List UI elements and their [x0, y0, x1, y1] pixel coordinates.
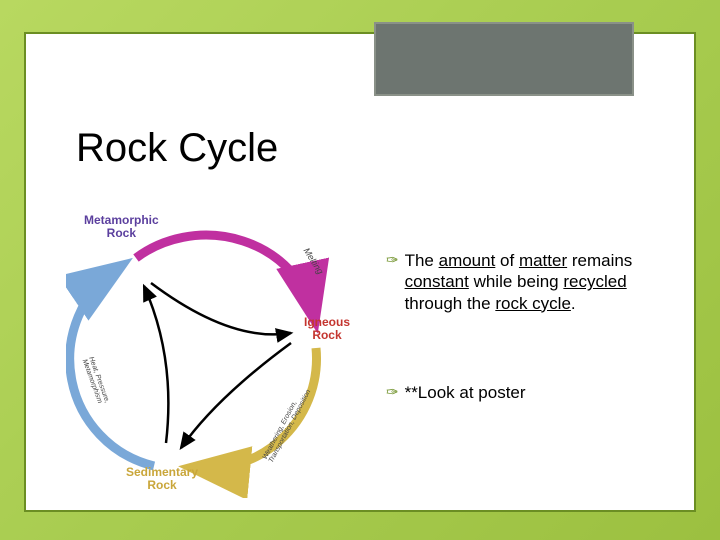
node-igneous: IgneousRock — [304, 316, 350, 342]
slide-title: Rock Cycle — [76, 126, 278, 171]
bullet-item-1: ✑ The amount of matter remains constant … — [386, 250, 676, 314]
bullet-text-2: **Look at poster — [405, 382, 676, 403]
inner-arrow-1 — [151, 283, 291, 334]
rock-cycle-diagram: MetamorphicRock IgneousRock SedimentaryR… — [66, 208, 356, 498]
node-metamorphic: MetamorphicRock — [84, 214, 159, 240]
bullet-list: ✑ The amount of matter remains constant … — [386, 250, 676, 471]
header-accent-block — [374, 22, 634, 96]
bullet-text-1: The amount of matter remains constant wh… — [405, 250, 676, 314]
node-sedimentary: SedimentaryRock — [126, 466, 198, 492]
slide-card: Rock Cycle — [24, 32, 696, 512]
inner-arrow-3 — [144, 286, 168, 443]
bullet-icon: ✑ — [386, 384, 399, 403]
bullet-item-2: ✑ **Look at poster — [386, 382, 676, 403]
arc-melting — [136, 235, 314, 316]
bullet-icon: ✑ — [386, 252, 399, 271]
